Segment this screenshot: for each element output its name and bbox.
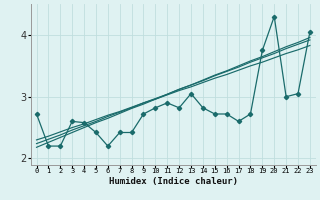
X-axis label: Humidex (Indice chaleur): Humidex (Indice chaleur) bbox=[109, 177, 238, 186]
